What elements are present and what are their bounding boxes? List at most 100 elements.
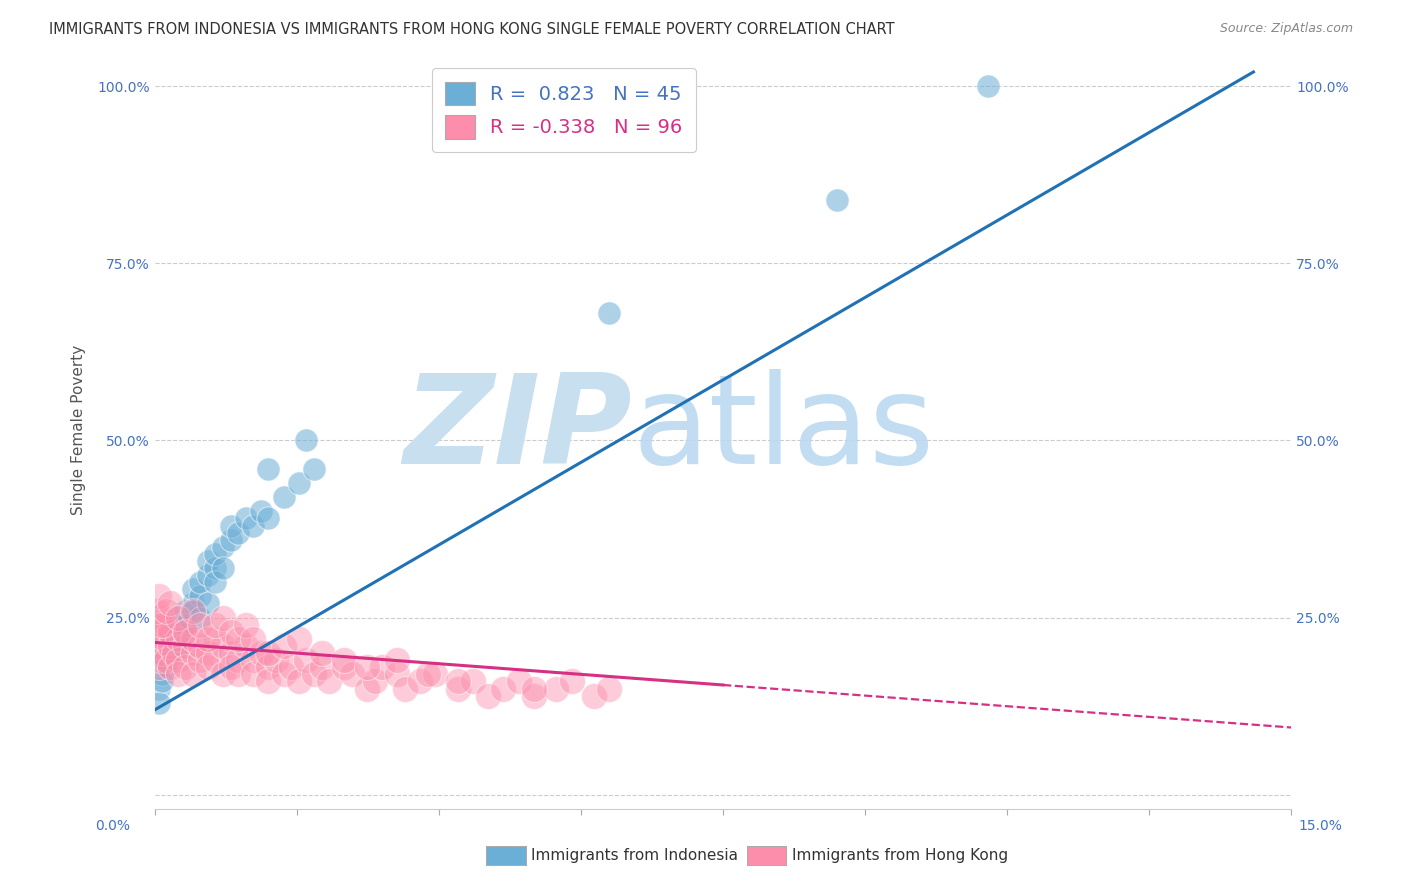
Point xyxy=(159,624,181,639)
Point xyxy=(166,632,188,646)
Text: 15.0%: 15.0% xyxy=(1299,819,1343,833)
Point xyxy=(153,632,176,646)
Point xyxy=(226,653,249,667)
Point xyxy=(181,597,204,611)
Point xyxy=(155,660,177,674)
Point xyxy=(295,434,318,448)
Point xyxy=(188,617,211,632)
Point xyxy=(461,674,484,689)
Point xyxy=(146,632,169,646)
Point xyxy=(181,667,204,681)
Point xyxy=(148,617,170,632)
Point xyxy=(148,590,170,604)
Point xyxy=(825,193,848,207)
Point xyxy=(152,653,174,667)
Point xyxy=(204,653,226,667)
Point xyxy=(197,632,219,646)
Point xyxy=(163,646,186,660)
Point xyxy=(197,554,219,568)
Point xyxy=(155,617,177,632)
Point xyxy=(219,660,242,674)
Point xyxy=(250,504,273,518)
Point xyxy=(148,639,170,653)
Point xyxy=(212,667,235,681)
Point xyxy=(371,660,394,674)
Point xyxy=(149,653,172,667)
Point xyxy=(425,667,447,681)
Point xyxy=(273,639,295,653)
Point xyxy=(152,667,174,681)
Point xyxy=(219,624,242,639)
Point xyxy=(219,533,242,547)
Point xyxy=(583,689,606,703)
Point xyxy=(188,590,211,604)
Point xyxy=(174,603,197,617)
Point xyxy=(302,667,325,681)
Point xyxy=(181,603,204,617)
Point xyxy=(159,597,181,611)
Point xyxy=(204,632,226,646)
Point xyxy=(387,667,409,681)
Point xyxy=(174,624,197,639)
Point xyxy=(492,681,515,696)
Point xyxy=(242,518,264,533)
Point xyxy=(212,610,235,624)
Point xyxy=(174,624,197,639)
Point xyxy=(242,667,264,681)
Point xyxy=(318,674,340,689)
Point xyxy=(257,511,280,525)
Point xyxy=(311,660,333,674)
Text: 0.0%: 0.0% xyxy=(96,819,131,833)
Point xyxy=(447,681,470,696)
Point xyxy=(523,681,546,696)
Point xyxy=(219,518,242,533)
Point xyxy=(181,632,204,646)
Point xyxy=(146,603,169,617)
Point xyxy=(155,653,177,667)
Point xyxy=(226,632,249,646)
Point xyxy=(288,632,311,646)
Text: Source: ZipAtlas.com: Source: ZipAtlas.com xyxy=(1219,22,1353,36)
Point xyxy=(174,660,197,674)
Point xyxy=(302,462,325,476)
Point xyxy=(280,660,302,674)
Text: Immigrants from Hong Kong: Immigrants from Hong Kong xyxy=(792,848,1008,863)
Point xyxy=(174,617,197,632)
Point xyxy=(598,306,620,320)
Point xyxy=(174,639,197,653)
Point xyxy=(188,653,211,667)
Point xyxy=(333,653,356,667)
Point xyxy=(181,582,204,597)
Point xyxy=(155,603,177,617)
Point xyxy=(181,646,204,660)
Point xyxy=(242,653,264,667)
Point xyxy=(148,681,170,696)
Point xyxy=(188,639,211,653)
Point xyxy=(295,653,318,667)
Point xyxy=(212,540,235,554)
Point xyxy=(212,561,235,575)
Point xyxy=(409,674,432,689)
Point xyxy=(387,653,409,667)
Point xyxy=(197,646,219,660)
Point xyxy=(226,667,249,681)
Point xyxy=(197,660,219,674)
Point xyxy=(235,639,257,653)
Point xyxy=(166,610,188,624)
Point xyxy=(166,653,188,667)
Point xyxy=(561,674,583,689)
Point xyxy=(340,667,363,681)
Point xyxy=(204,561,226,575)
Point xyxy=(250,646,273,660)
Point xyxy=(219,646,242,660)
Point xyxy=(197,568,219,582)
Point xyxy=(159,639,181,653)
Point xyxy=(152,610,174,624)
Point xyxy=(257,646,280,660)
Text: Immigrants from Indonesia: Immigrants from Indonesia xyxy=(531,848,738,863)
Point xyxy=(159,660,181,674)
Legend: R =  0.823   N = 45, R = -0.338   N = 96: R = 0.823 N = 45, R = -0.338 N = 96 xyxy=(432,68,696,153)
Point xyxy=(288,475,311,490)
Point xyxy=(235,511,257,525)
Point xyxy=(977,79,1000,94)
